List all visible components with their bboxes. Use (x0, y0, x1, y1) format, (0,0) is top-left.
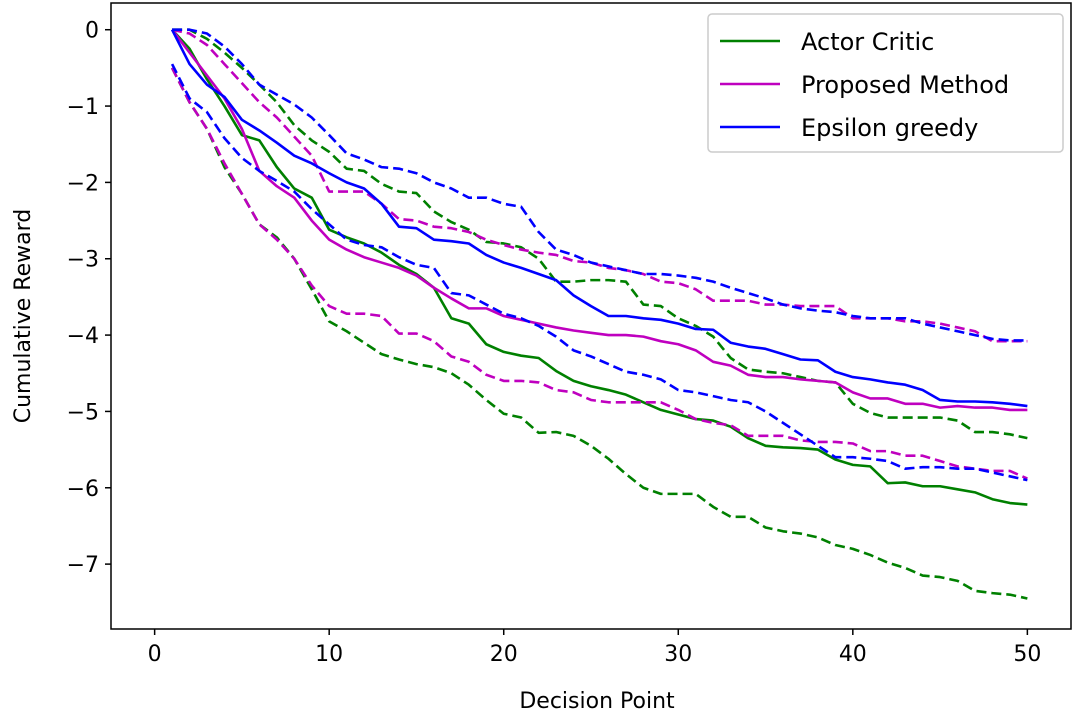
y-tick-label: −1 (67, 95, 99, 120)
legend: Actor Critic Proposed Method Epsilon greed… (707, 13, 1064, 153)
x-tick-label: 50 (1013, 642, 1041, 667)
series-line-epsilon-greedy-dashed-7 (172, 28, 1028, 342)
y-tick-label: −6 (67, 477, 99, 502)
series-line-actor-critic-dashed-1 (172, 28, 1028, 440)
y-axis: 0 −1 −2 −3 −4 −5 −6 −7 (67, 19, 111, 578)
plot-frame (110, 2, 1072, 630)
y-tick-label: −3 (67, 248, 99, 273)
series-layer (170, 28, 1028, 600)
series-line-actor-critic-solid-0 (171, 28, 1028, 506)
y-axis-title: Cumulative Reward (11, 209, 36, 424)
y-tick-label: −4 (67, 324, 99, 349)
legend-label-proposed-method: Proposed Method (801, 71, 1009, 99)
y-tick-label: −2 (67, 171, 99, 196)
series-line-proposed-method-solid-3 (171, 28, 1028, 412)
legend-box (707, 13, 1064, 153)
series-line-proposed-method-dashed-5 (170, 67, 1028, 480)
series-line-actor-critic-dashed-2 (170, 67, 1028, 600)
x-tick-label: 40 (839, 642, 867, 667)
x-tick-label: 10 (315, 642, 343, 667)
legend-label-epsilon-greedy: Epsilon greedy (801, 114, 978, 142)
x-tick-label: 20 (490, 642, 518, 667)
x-axis: 0 10 20 30 40 50 (148, 629, 1041, 667)
y-tick-label: −7 (67, 553, 99, 578)
legend-label-actor-critic: Actor Critic (801, 28, 934, 56)
x-tick-label: 0 (148, 642, 162, 667)
series-line-epsilon-greedy-solid-6 (170, 29, 1028, 408)
series-line-epsilon-greedy-dashed-8 (170, 63, 1028, 482)
y-tick-label: −5 (67, 400, 99, 425)
legend-entries: Actor Critic Proposed Method Epsilon greed… (720, 28, 1009, 142)
x-axis-title: Decision Point (519, 689, 675, 714)
x-tick-label: 30 (664, 642, 692, 667)
y-tick-label: 0 (85, 19, 99, 44)
